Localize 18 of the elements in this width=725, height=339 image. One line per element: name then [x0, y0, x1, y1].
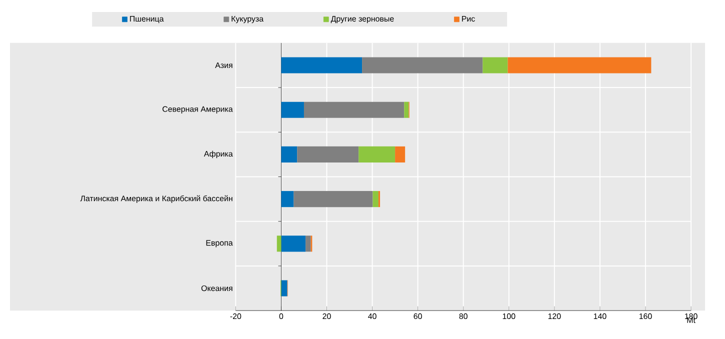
bar	[304, 102, 404, 118]
bar	[281, 280, 288, 297]
bar	[306, 236, 311, 252]
bar	[297, 146, 359, 163]
bar	[372, 191, 378, 208]
bar	[281, 102, 304, 118]
bar	[508, 57, 652, 74]
bar	[281, 236, 306, 252]
bar	[294, 191, 373, 208]
bar	[281, 146, 298, 163]
bar	[276, 236, 282, 252]
bar	[404, 102, 409, 118]
bar	[482, 57, 508, 74]
bar	[281, 191, 294, 208]
bar	[395, 146, 406, 163]
bar	[362, 57, 483, 74]
bar	[358, 146, 396, 163]
bar	[281, 57, 362, 74]
